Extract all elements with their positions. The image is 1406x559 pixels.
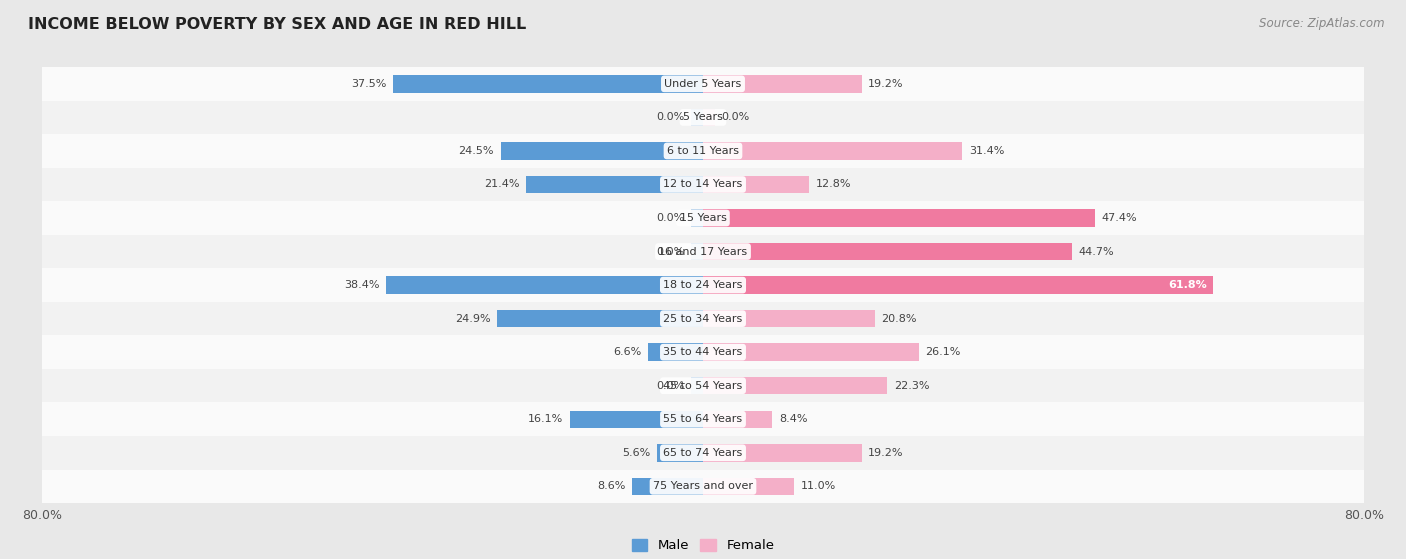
Text: 5.6%: 5.6%	[621, 448, 650, 458]
Text: 0.0%: 0.0%	[657, 381, 685, 391]
Text: 0.0%: 0.0%	[657, 213, 685, 223]
Text: 47.4%: 47.4%	[1101, 213, 1137, 223]
Bar	[42, 101, 1364, 134]
Bar	[394, 75, 703, 93]
Text: 8.4%: 8.4%	[779, 414, 807, 424]
Bar	[42, 335, 1364, 369]
Bar	[703, 142, 962, 160]
Text: 0.0%: 0.0%	[657, 247, 685, 257]
Text: Under 5 Years: Under 5 Years	[665, 79, 741, 89]
Bar	[703, 410, 772, 428]
Bar	[42, 134, 1364, 168]
Text: 0.0%: 0.0%	[721, 112, 749, 122]
Text: 37.5%: 37.5%	[352, 79, 387, 89]
Bar	[385, 276, 703, 294]
Bar	[42, 67, 1364, 101]
Bar	[657, 444, 703, 462]
Text: 21.4%: 21.4%	[484, 179, 520, 190]
Text: 6.6%: 6.6%	[613, 347, 643, 357]
Bar	[42, 470, 1364, 503]
Bar	[690, 108, 703, 126]
Text: 16.1%: 16.1%	[529, 414, 564, 424]
Text: 55 to 64 Years: 55 to 64 Years	[664, 414, 742, 424]
Bar	[42, 436, 1364, 470]
Text: 5 Years: 5 Years	[683, 112, 723, 122]
Text: 20.8%: 20.8%	[882, 314, 917, 324]
Bar	[501, 142, 703, 160]
Text: 8.6%: 8.6%	[598, 481, 626, 491]
Legend: Male, Female: Male, Female	[626, 534, 780, 557]
Bar	[648, 343, 703, 361]
Bar	[690, 209, 703, 227]
Text: 6 to 11 Years: 6 to 11 Years	[666, 146, 740, 156]
Bar	[703, 377, 887, 395]
Bar	[42, 302, 1364, 335]
Bar	[42, 369, 1364, 402]
Text: 22.3%: 22.3%	[894, 381, 929, 391]
Bar	[703, 310, 875, 328]
Bar	[42, 235, 1364, 268]
Bar	[526, 176, 703, 193]
Bar	[498, 310, 703, 328]
Bar	[703, 176, 808, 193]
Text: 75 Years and over: 75 Years and over	[652, 481, 754, 491]
Bar	[42, 168, 1364, 201]
Bar	[703, 477, 794, 495]
Text: 0.0%: 0.0%	[657, 112, 685, 122]
Text: 11.0%: 11.0%	[800, 481, 835, 491]
Bar	[703, 276, 1213, 294]
Bar	[703, 343, 918, 361]
Text: 12.8%: 12.8%	[815, 179, 851, 190]
Text: 12 to 14 Years: 12 to 14 Years	[664, 179, 742, 190]
Text: 18 to 24 Years: 18 to 24 Years	[664, 280, 742, 290]
Text: 44.7%: 44.7%	[1078, 247, 1115, 257]
Bar	[703, 243, 1073, 260]
Bar	[690, 243, 703, 260]
Text: Source: ZipAtlas.com: Source: ZipAtlas.com	[1260, 17, 1385, 30]
Text: 65 to 74 Years: 65 to 74 Years	[664, 448, 742, 458]
Text: 31.4%: 31.4%	[969, 146, 1004, 156]
Text: 16 and 17 Years: 16 and 17 Years	[658, 247, 748, 257]
Bar	[703, 209, 1094, 227]
Bar	[631, 477, 703, 495]
Bar	[703, 108, 716, 126]
Text: INCOME BELOW POVERTY BY SEX AND AGE IN RED HILL: INCOME BELOW POVERTY BY SEX AND AGE IN R…	[28, 17, 526, 32]
Text: 35 to 44 Years: 35 to 44 Years	[664, 347, 742, 357]
Text: 61.8%: 61.8%	[1168, 280, 1206, 290]
Text: 24.5%: 24.5%	[458, 146, 494, 156]
Bar	[703, 444, 862, 462]
Text: 26.1%: 26.1%	[925, 347, 960, 357]
Bar	[42, 201, 1364, 235]
Bar	[42, 268, 1364, 302]
Text: 19.2%: 19.2%	[868, 448, 904, 458]
Text: 19.2%: 19.2%	[868, 79, 904, 89]
Text: 38.4%: 38.4%	[343, 280, 380, 290]
Text: 15 Years: 15 Years	[679, 213, 727, 223]
Bar	[42, 402, 1364, 436]
Text: 45 to 54 Years: 45 to 54 Years	[664, 381, 742, 391]
Bar	[690, 377, 703, 395]
Bar	[703, 75, 862, 93]
Text: 24.9%: 24.9%	[456, 314, 491, 324]
Bar	[569, 410, 703, 428]
Text: 25 to 34 Years: 25 to 34 Years	[664, 314, 742, 324]
